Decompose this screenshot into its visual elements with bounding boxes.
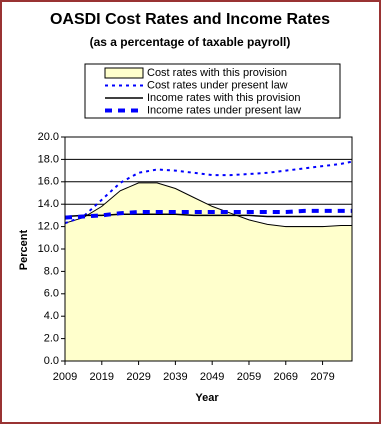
legend-label: Cost rates under present law — [147, 79, 288, 91]
legend-label: Cost rates with this provision — [147, 67, 287, 79]
line — [64, 208, 352, 220]
y-tick-label: 12.0 — [38, 221, 59, 233]
legend-label: Income rates under present law — [147, 104, 301, 116]
x-tick-label: 2019 — [90, 371, 114, 383]
chart-subtitle: (as a percentage of taxable payroll) — [90, 35, 291, 49]
y-tick-label: 20.0 — [38, 131, 59, 143]
y-tick-label: 4.0 — [44, 310, 59, 322]
chart-title: OASDI Cost Rates and Income Rates — [50, 11, 330, 28]
y-tick-label: 14.0 — [38, 198, 59, 210]
x-tick-label: 2069 — [274, 371, 298, 383]
x-tick-label: 2049 — [200, 371, 224, 383]
legend-label: Income rates with this provision — [147, 92, 300, 104]
x-tick-label: 2059 — [237, 371, 261, 383]
y-tick-label: 6.0 — [44, 288, 59, 300]
y-tick-label: 18.0 — [38, 153, 59, 165]
line — [64, 213, 352, 218]
y-tick-label: 16.0 — [38, 176, 59, 188]
x-tick-label: 2029 — [126, 371, 150, 383]
y-tick-label: 8.0 — [44, 265, 59, 277]
x-tick-label: 2009 — [53, 371, 77, 383]
y-axis-title: Percent — [18, 229, 30, 270]
x-tick-label: 2079 — [310, 371, 334, 383]
y-tick-label: 2.0 — [44, 333, 59, 345]
area — [64, 182, 353, 362]
x-axis-title: Year — [195, 392, 219, 404]
plot-border — [64, 136, 353, 362]
legend-swatch — [104, 67, 144, 79]
x-tick-label: 2039 — [163, 371, 187, 383]
y-tick-label: 10.0 — [38, 243, 59, 255]
y-tick-label: 0.0 — [44, 355, 59, 367]
